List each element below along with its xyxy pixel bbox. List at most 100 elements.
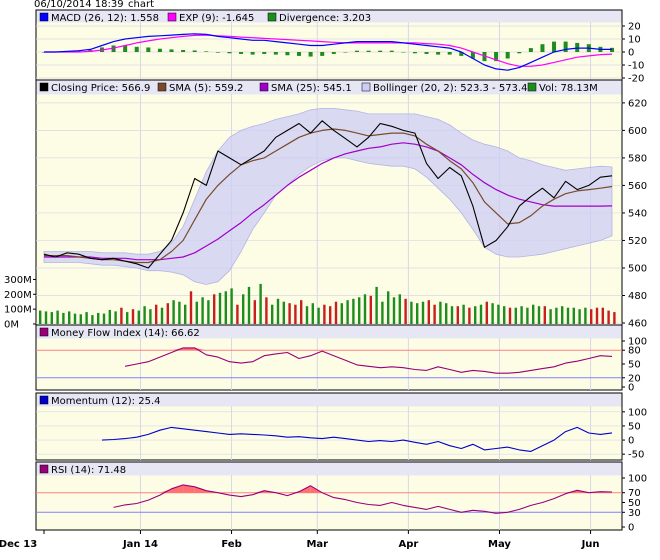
volume-bar bbox=[462, 304, 465, 324]
macd-ytick-label: -20 bbox=[628, 74, 644, 85]
macd-line bbox=[44, 33, 612, 71]
price-ytick-label: 580 bbox=[628, 153, 647, 164]
volume-bar bbox=[68, 311, 71, 324]
chart-header: 06/10/2014 18:39 chart bbox=[34, 0, 154, 10]
volume-bar bbox=[120, 307, 123, 324]
macd-legend-swatch bbox=[267, 12, 277, 22]
macd-divergence-bar bbox=[505, 52, 510, 59]
volume-bar bbox=[149, 309, 152, 324]
volume-bar bbox=[317, 307, 320, 324]
macd-divergence-bar bbox=[320, 52, 325, 56]
volume-bar bbox=[387, 291, 390, 324]
momentum-legend-bar bbox=[36, 393, 622, 407]
price-ytick-label: 600 bbox=[628, 126, 647, 137]
rsi-ytick-label: 100 bbox=[628, 474, 647, 485]
volume-bar bbox=[44, 311, 48, 324]
volume-bar bbox=[561, 306, 564, 324]
macd-legend-label: EXP (9): -1.645 bbox=[179, 13, 254, 24]
volume-bar bbox=[56, 310, 59, 324]
macd-divergence-bar bbox=[331, 52, 336, 54]
volume-bar bbox=[108, 309, 111, 324]
macd-divergence-bar bbox=[424, 52, 429, 54]
volume-bar bbox=[62, 312, 65, 324]
volume-bar bbox=[549, 309, 552, 324]
volume-bar bbox=[236, 304, 239, 324]
volume-bar bbox=[160, 307, 164, 324]
macd-divergence-bar bbox=[146, 47, 151, 52]
volume-bar bbox=[276, 298, 280, 324]
macd-divergence-bar bbox=[227, 52, 232, 54]
macd-ytick-label: 10 bbox=[628, 35, 641, 46]
volume-bar bbox=[369, 295, 372, 324]
volume-bar bbox=[300, 300, 303, 324]
macd-divergence-bar bbox=[157, 48, 162, 52]
mfi-ytick-label: 0 bbox=[628, 383, 634, 394]
bollinger-band bbox=[43, 108, 613, 285]
rsi-ytick-label: 70 bbox=[628, 488, 641, 499]
volume-bar bbox=[416, 303, 419, 324]
volume-ytick-label: 300M bbox=[4, 275, 32, 286]
momentum-line bbox=[101, 426, 613, 452]
momentum-ytick-label: 0 bbox=[628, 436, 634, 447]
volume-bar bbox=[410, 301, 413, 324]
volume-bar bbox=[178, 301, 181, 324]
volume-bar bbox=[392, 297, 396, 324]
x-tick-label: Feb bbox=[221, 539, 241, 550]
momentum-ytick-label: 100 bbox=[628, 407, 647, 418]
mfi-ytick-label: 50 bbox=[628, 360, 641, 371]
sma-25-line bbox=[44, 142, 613, 261]
price-legend-swatch bbox=[157, 82, 167, 92]
price-legend-label: Bollinger (20, 2): 523.3 - 573.4 bbox=[373, 83, 527, 94]
volume-bar bbox=[259, 283, 262, 324]
volume-bar bbox=[346, 300, 349, 324]
volume-bar bbox=[532, 304, 535, 324]
macd-divergence-bar bbox=[169, 49, 174, 52]
price-legend-swatch bbox=[527, 82, 537, 92]
volume-bar bbox=[334, 301, 338, 324]
volume-bar bbox=[114, 311, 117, 324]
macd-legend-swatch bbox=[39, 12, 49, 22]
volume-bar bbox=[184, 304, 187, 324]
price-ytick-label: 620 bbox=[628, 98, 647, 109]
volume-bar bbox=[189, 291, 193, 324]
volume-bar bbox=[590, 309, 593, 324]
volume-bar bbox=[363, 294, 367, 324]
macd-divergence-bar bbox=[447, 52, 452, 55]
macd-divergence-bar bbox=[552, 41, 557, 52]
macd-divergence-bar bbox=[308, 52, 313, 57]
macd-legend-label: MACD (26, 12): 1.558 bbox=[51, 13, 159, 24]
volume-bar bbox=[213, 294, 216, 324]
macd-divergence-bar bbox=[459, 52, 464, 56]
header-timestamp: 06/10/2014 18:39 bbox=[34, 0, 124, 10]
volume-bar bbox=[537, 306, 541, 324]
volume-bar bbox=[543, 306, 546, 324]
macd-divergence-bar bbox=[436, 52, 441, 55]
volume-bar bbox=[497, 304, 500, 324]
rsi-legend-swatch bbox=[39, 464, 49, 474]
volume-bar bbox=[155, 304, 158, 324]
volume-bar bbox=[50, 312, 53, 324]
macd-legend-label: Divergence: 3.203 bbox=[279, 13, 371, 24]
volume-bar bbox=[172, 300, 175, 324]
macd-ytick-label: -10 bbox=[628, 61, 644, 72]
mfi-line bbox=[124, 347, 613, 374]
volume-bar bbox=[282, 301, 285, 324]
volume-bar bbox=[102, 313, 106, 324]
volume-bar bbox=[230, 288, 233, 324]
macd-divergence-bar bbox=[343, 52, 348, 53]
macd-divergence-bar bbox=[239, 52, 244, 54]
x-tick-label: Dec 13 bbox=[0, 539, 37, 550]
rsi-ytick-label: 30 bbox=[628, 508, 641, 519]
price-legend-label: Vol: 78.13M bbox=[539, 83, 598, 94]
volume-bar bbox=[474, 306, 477, 324]
volume-bar bbox=[578, 309, 581, 324]
volume-bar bbox=[427, 300, 430, 324]
volume-bar bbox=[601, 307, 604, 324]
macd-divergence-bar bbox=[517, 52, 522, 54]
volume-bar bbox=[572, 307, 575, 324]
x-tick-label: Jan 14 bbox=[122, 539, 158, 550]
macd-divergence-bar bbox=[354, 50, 359, 52]
price-legend-label: SMA (25): 545.1 bbox=[271, 83, 352, 94]
volume-bar bbox=[305, 306, 309, 324]
macd-divergence-bar bbox=[76, 50, 81, 52]
